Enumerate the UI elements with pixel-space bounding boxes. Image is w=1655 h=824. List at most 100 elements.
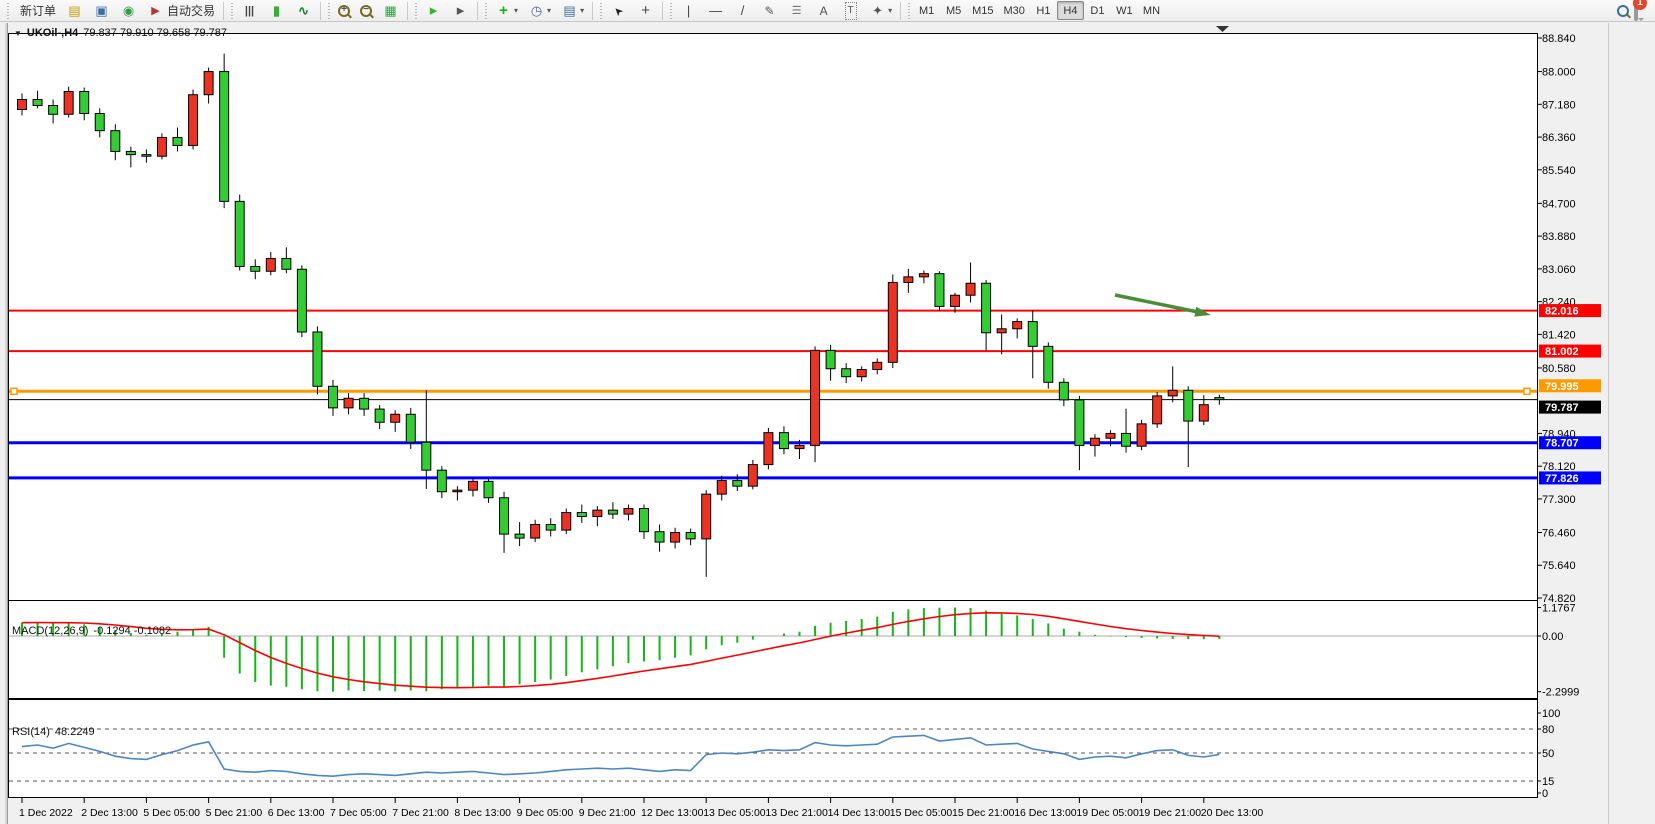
window-splitter[interactable] (0, 23, 8, 824)
toolbar-group: ▾ ▾ ▾ (490, 0, 589, 22)
bull-candle (623, 508, 634, 515)
timeframe-button-w1[interactable]: W1 (1116, 4, 1133, 17)
price-axis-label: 81.420 (1542, 329, 1576, 341)
bull-candle (156, 136, 167, 157)
timeframe-button-h1[interactable]: H1 (1036, 4, 1051, 17)
new-order-button-label: 新订单 (20, 4, 57, 18)
dropdown-arrow-icon[interactable]: ▾ (547, 6, 552, 15)
toolbar-group: 新订单 自动交易 (12, 0, 220, 22)
zoom-out-icon[interactable]: − (355, 1, 377, 21)
toolbar-separator (223, 1, 225, 20)
bear-candle (48, 105, 59, 115)
auto-scroll-icon[interactable] (420, 1, 447, 21)
bull-candle (887, 281, 898, 363)
bull-candle (965, 282, 976, 296)
zoom-in-icon[interactable]: + (333, 1, 355, 21)
chat-icon[interactable]: 1 (1633, 0, 1647, 21)
time-axis-label: 19 Dec 05:00 (1076, 807, 1139, 819)
text-icon[interactable] (810, 1, 837, 21)
toolbar-group (605, 0, 659, 22)
price-axis-label: 88.840 (1542, 33, 1576, 45)
rsi-axis-label: 100 (1542, 708, 1560, 720)
bear-candle (1074, 399, 1085, 446)
bear-candle (1214, 397, 1225, 401)
auto-scroll-icon (425, 3, 442, 19)
tile-windows-icon[interactable] (377, 1, 404, 21)
bear-candle (1121, 432, 1132, 447)
bull-candle (343, 397, 354, 409)
price-axis-label: 75.640 (1542, 560, 1576, 572)
bull-candle (63, 91, 74, 115)
bear-candle (125, 150, 136, 156)
line-handle[interactable] (10, 387, 18, 396)
chart-shift-icon[interactable] (447, 1, 474, 21)
toolbar-grip (326, 2, 332, 19)
toolbar-grip (229, 2, 235, 19)
indicators-icon (495, 3, 512, 19)
bull-candle (1198, 404, 1209, 422)
bear-candle (94, 112, 105, 132)
time-axis-label: 16 Dec 13:00 (1014, 807, 1077, 819)
autotrading-icon (147, 3, 164, 19)
indicators-icon[interactable]: ▾ (490, 1, 523, 21)
text-label-icon[interactable] (837, 1, 864, 21)
toolbar-group: + − (333, 0, 404, 22)
macd-panel (8, 600, 1538, 699)
dropdown-arrow-icon[interactable]: ▾ (514, 6, 519, 15)
chart-window-icon (66, 3, 83, 19)
terminal-icon[interactable] (88, 1, 115, 21)
price-tag (1539, 344, 1601, 358)
line-handle[interactable] (1523, 387, 1531, 396)
timeframe-button-d1[interactable]: D1 (1090, 4, 1105, 17)
dropdown-arrow-icon[interactable]: ▾ (888, 6, 893, 15)
chart-canvas[interactable]: 88.840 88.000 87.180 86.360 85.540 84.700 83.8… (8, 23, 1608, 824)
signals-icon[interactable] (115, 1, 142, 21)
horizontal-line-icon[interactable] (702, 1, 729, 21)
candlestick-icon[interactable] (263, 1, 290, 21)
trend-arrow-head[interactable] (1194, 306, 1211, 317)
crosshair-icon[interactable] (632, 1, 659, 21)
search-icon[interactable] (1612, 1, 1634, 21)
toolbar-group (420, 0, 474, 22)
time-axis-label: 1 Dec 2022 (19, 807, 73, 819)
arrows-icon[interactable]: ▾ (864, 1, 897, 21)
window-right-gutter (1608, 23, 1655, 824)
timeframe-button-m15[interactable]: M15 (972, 4, 994, 17)
trendline-icon[interactable] (729, 1, 756, 21)
bear-candle (499, 497, 510, 535)
templates-icon[interactable]: ▾ (556, 1, 589, 21)
rsi-panel (8, 699, 1538, 798)
time-axis-label: 12 Dec 13:00 (641, 807, 704, 819)
timeframe-button-h4[interactable]: H4 (1056, 1, 1084, 20)
periods-icon[interactable]: ▾ (523, 1, 556, 21)
bear-candle (639, 508, 649, 533)
price-axis-label: 87.180 (1542, 99, 1576, 111)
autotrading-button[interactable]: 自动交易 (142, 1, 220, 21)
timeframe-button-m5[interactable]: M5 (945, 4, 962, 17)
fibonacci-icon[interactable] (783, 1, 810, 21)
timeframe-button-mn[interactable]: MN (1142, 4, 1161, 17)
cursor-icon[interactable] (605, 1, 632, 21)
timeframe-button-m30[interactable]: M30 (1003, 4, 1025, 17)
price-tag (1539, 304, 1601, 318)
one-click-trading-toggle-icon[interactable]: ▼ (14, 28, 22, 38)
time-axis-label: 5 Dec 21:00 (206, 807, 263, 819)
vertical-line-icon[interactable] (675, 1, 702, 21)
vertical-line-icon (680, 3, 697, 19)
chart-shift-marker-icon[interactable] (1216, 26, 1229, 32)
timeframe-button-m1[interactable]: M1 (918, 4, 935, 17)
new-order-button[interactable]: 新订单 (12, 1, 61, 21)
price-tag-label: 81.002 (1545, 346, 1579, 358)
trendline-icon (734, 3, 751, 19)
equidistant-channel-icon[interactable] (756, 1, 783, 21)
bar-chart-icon[interactable] (236, 1, 263, 21)
dropdown-arrow-icon[interactable]: ▾ (580, 6, 585, 15)
bull-candle (1167, 389, 1178, 397)
toolbar-grip (598, 2, 604, 19)
line-chart-icon[interactable] (290, 1, 317, 21)
price-tag-label: 79.787 (1545, 402, 1579, 414)
trend-arrow-object[interactable] (1114, 293, 1199, 314)
fibonacci-icon (788, 3, 805, 19)
notification-badge[interactable]: 1 (1633, 0, 1647, 10)
chart-window-icon[interactable] (61, 1, 88, 21)
